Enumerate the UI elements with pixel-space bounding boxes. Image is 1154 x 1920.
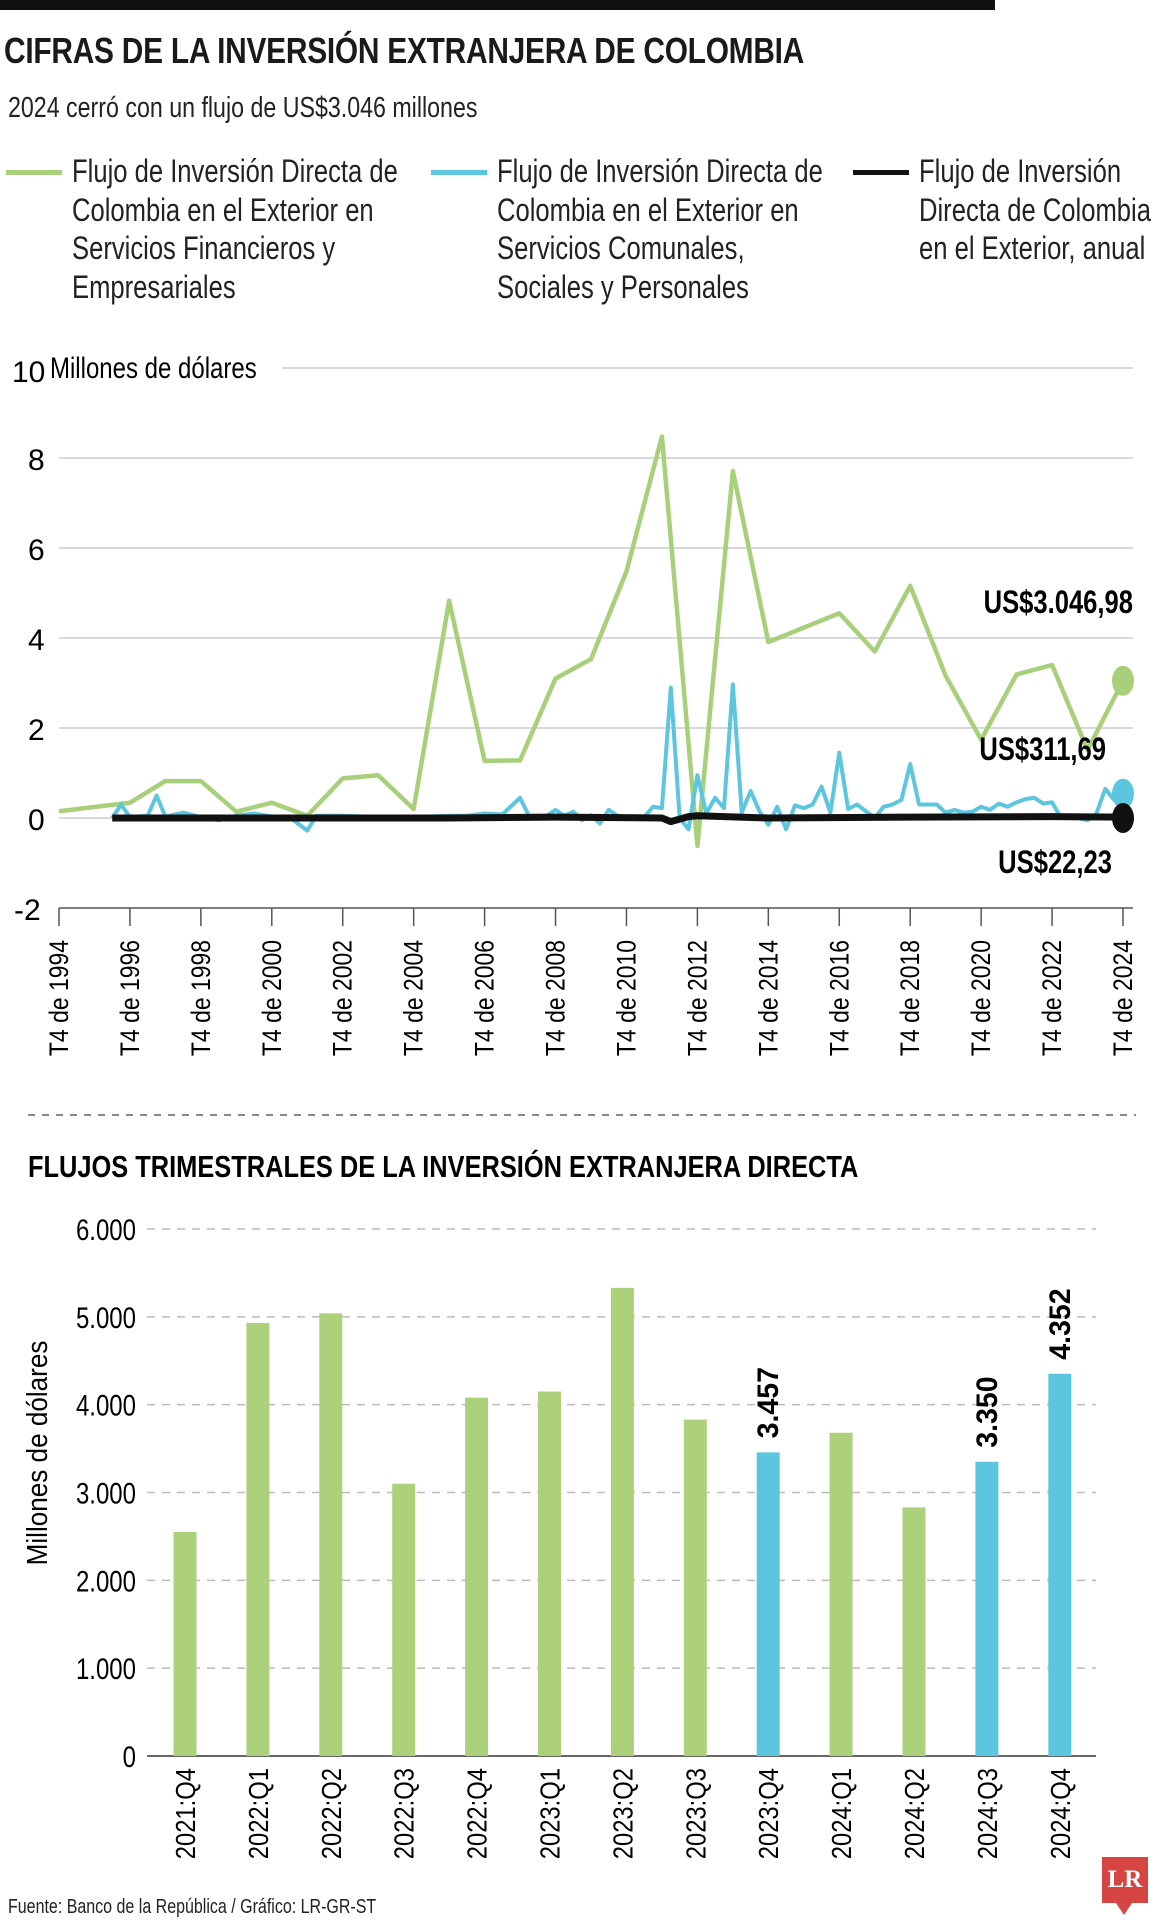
top-rule bbox=[0, 0, 995, 10]
bar-chart-title: FLUJOS TRIMESTRALES DE LA INVERSIÓN EXTR… bbox=[28, 1150, 858, 1185]
legend-label: Flujo de Inversión Directa de Colombia e… bbox=[919, 153, 1151, 266]
y-tick-label: 8 bbox=[28, 444, 45, 477]
bar-value-label: 4.352 bbox=[1044, 1288, 1077, 1359]
end-value-label: US$311,69 bbox=[979, 732, 1106, 767]
x-tick-label: 2023:Q3 bbox=[679, 1768, 711, 1859]
x-tick-label: T4 de 2012 bbox=[683, 940, 713, 1056]
x-tick-label: T4 de 2000 bbox=[257, 940, 287, 1056]
legend-label: Flujo de Inversión Directa de Colombia e… bbox=[72, 153, 398, 305]
y-tick-label: 6.000 bbox=[76, 1212, 136, 1246]
end-value-label: US$3.046,98 bbox=[984, 585, 1133, 620]
x-tick-label: 2023:Q1 bbox=[534, 1768, 566, 1859]
x-tick-label: 2022:Q2 bbox=[315, 1768, 347, 1859]
bar-value-label: 3.350 bbox=[971, 1376, 1004, 1447]
x-tick-label: 2021:Q4 bbox=[169, 1768, 201, 1859]
end-point-marker bbox=[1112, 803, 1134, 833]
bar-2023-q2 bbox=[610, 1287, 634, 1756]
source-note: Fuente: Banco de la República / Gráfico:… bbox=[8, 1896, 377, 1918]
x-tick-label: T4 de 2018 bbox=[895, 940, 925, 1056]
page-subtitle: 2024 cerró con un flujo de US$3.046 mill… bbox=[8, 92, 478, 124]
x-tick-label: T4 de 2022 bbox=[1037, 940, 1067, 1056]
x-tick-label: 2024:Q1 bbox=[825, 1768, 857, 1859]
x-tick-label: T4 de 2004 bbox=[399, 940, 429, 1056]
x-tick-label: T4 de 2008 bbox=[541, 940, 571, 1056]
legend-swatch bbox=[6, 170, 62, 175]
x-tick-label: T4 de 2002 bbox=[328, 940, 358, 1056]
y-tick-label: 0 bbox=[123, 1739, 136, 1773]
end-point-marker bbox=[1112, 778, 1134, 809]
x-tick-label: 2022:Q1 bbox=[242, 1768, 274, 1859]
x-tick-label: 2022:Q3 bbox=[388, 1768, 420, 1859]
end-point-marker bbox=[1112, 665, 1134, 696]
bar-2024-q4 bbox=[1048, 1373, 1072, 1756]
series-line-financieros bbox=[58, 434, 1126, 849]
x-tick-label: 2022:Q4 bbox=[461, 1768, 493, 1859]
y-tick-label: 1.000 bbox=[76, 1652, 136, 1686]
x-tick-label: T4 de 2024 bbox=[1108, 940, 1138, 1056]
x-tick-label: T4 de 2016 bbox=[825, 940, 855, 1056]
lr-logo: LR bbox=[1102, 1857, 1148, 1915]
y-tick-label: 0 bbox=[28, 804, 45, 837]
bar-2023-q3 bbox=[683, 1419, 707, 1756]
x-tick-label: T4 de 1994 bbox=[44, 940, 74, 1056]
legend-swatch bbox=[853, 170, 909, 175]
x-tick-label: T4 de 2020 bbox=[966, 940, 996, 1056]
bar-2024-q3 bbox=[975, 1461, 999, 1756]
page-title: CIFRAS DE LA INVERSIÓN EXTRANJERA DE COL… bbox=[4, 30, 805, 71]
bar-2022-q4 bbox=[465, 1397, 489, 1756]
y-tick-label: 10 bbox=[12, 356, 45, 389]
bar-value-label: 3.457 bbox=[753, 1367, 786, 1438]
y-tick-label: 4 bbox=[28, 624, 45, 657]
y-tick-label: 4.000 bbox=[76, 1388, 136, 1422]
bar-2023-q4 bbox=[756, 1452, 780, 1756]
legend-label: Flujo de Inversión Directa de Colombia e… bbox=[497, 153, 823, 305]
x-tick-label: 2024:Q3 bbox=[971, 1768, 1003, 1859]
x-tick-label: T4 de 1998 bbox=[186, 940, 216, 1056]
y-tick-label: 2 bbox=[28, 714, 45, 747]
x-tick-label: T4 de 2006 bbox=[470, 940, 500, 1056]
y-tick-label: 2.000 bbox=[76, 1564, 136, 1598]
x-tick-label: 2024:Q4 bbox=[1044, 1768, 1076, 1859]
x-tick-label: 2023:Q2 bbox=[607, 1768, 639, 1859]
series-line-anual bbox=[112, 812, 1124, 826]
x-tick-label: 2024:Q2 bbox=[898, 1768, 930, 1859]
bar-2022-q2 bbox=[319, 1313, 343, 1756]
y-tick-label: 6 bbox=[28, 534, 45, 567]
y-tick-label: 3.000 bbox=[76, 1476, 136, 1510]
logo-text: LR bbox=[1107, 1866, 1143, 1893]
x-tick-label: T4 de 2014 bbox=[754, 940, 784, 1056]
y-axis-title: Millones de dólares bbox=[21, 1341, 54, 1566]
bar-2024-q2 bbox=[902, 1507, 926, 1756]
legend-swatch bbox=[431, 170, 487, 175]
series-line-comunales bbox=[110, 682, 1124, 833]
bar-2024-q1 bbox=[829, 1432, 853, 1756]
x-tick-label: T4 de 2010 bbox=[612, 940, 642, 1056]
bar-2022-q1 bbox=[246, 1322, 270, 1756]
y-axis-title: Millones de dólares bbox=[50, 350, 257, 384]
x-tick-label: 2023:Q4 bbox=[752, 1768, 784, 1859]
bar-2023-q1 bbox=[538, 1391, 561, 1756]
y-tick-label: 5.000 bbox=[76, 1300, 136, 1334]
y-tick-label: -2 bbox=[14, 894, 41, 927]
bar-2021-q4 bbox=[173, 1532, 197, 1756]
end-value-label: US$22,23 bbox=[998, 845, 1112, 880]
x-tick-label: T4 de 1996 bbox=[115, 940, 145, 1056]
bar-2022-q3 bbox=[392, 1483, 416, 1756]
